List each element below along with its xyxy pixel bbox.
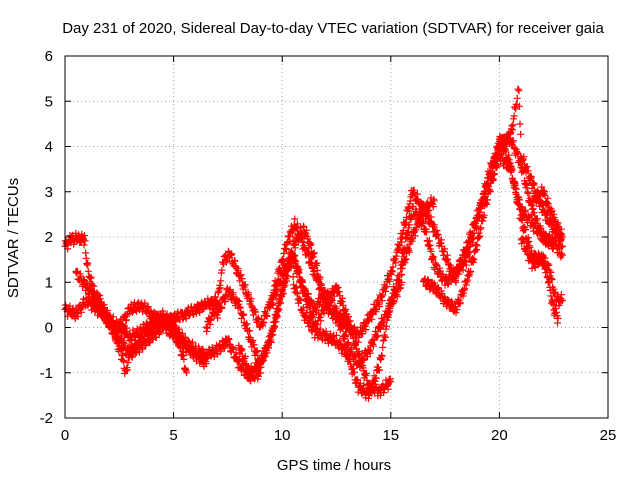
x-tick-label: 15 bbox=[382, 427, 399, 444]
series-sat-track-11 bbox=[333, 186, 460, 346]
series-markers bbox=[333, 186, 460, 346]
data-series bbox=[61, 85, 566, 402]
series-sat-track-13 bbox=[419, 150, 566, 317]
y-tick-label: 4 bbox=[45, 139, 53, 156]
y-tick-label: -2 bbox=[40, 410, 53, 427]
chart-title: Day 231 of 2020, Sidereal Day-to-day VTE… bbox=[62, 20, 604, 37]
x-tick-label: 25 bbox=[600, 427, 617, 444]
series-sat-track-16 bbox=[517, 234, 562, 327]
y-axis-label: SDTVAR / TECUs bbox=[5, 178, 22, 298]
y-tick-label: 0 bbox=[45, 320, 53, 337]
y-tick-label: 6 bbox=[45, 48, 53, 65]
series-sat-track-15 bbox=[495, 133, 566, 310]
y-tick-label: 1 bbox=[45, 274, 53, 291]
y-tick-label: 5 bbox=[45, 93, 53, 110]
series-markers bbox=[528, 183, 566, 241]
axis-ticks: 0 5 10 15 20 25 -2 -1 0 1 2 3 4 5 6 bbox=[40, 48, 617, 444]
x-tick-label: 0 bbox=[61, 427, 69, 444]
series-markers bbox=[452, 85, 566, 280]
y-tick-label: 2 bbox=[45, 229, 53, 246]
y-tick-label: -1 bbox=[40, 365, 53, 382]
series-markers bbox=[495, 133, 566, 310]
series-markers bbox=[419, 150, 566, 317]
x-tick-label: 10 bbox=[274, 427, 291, 444]
x-tick-label: 20 bbox=[491, 427, 508, 444]
series-sat-track-14 bbox=[452, 85, 566, 280]
x-axis-label: GPS time / hours bbox=[277, 457, 391, 474]
y-tick-label: 3 bbox=[45, 184, 53, 201]
x-tick-label: 5 bbox=[169, 427, 177, 444]
series-sat-track-17 bbox=[528, 183, 566, 241]
series-markers bbox=[517, 234, 562, 327]
